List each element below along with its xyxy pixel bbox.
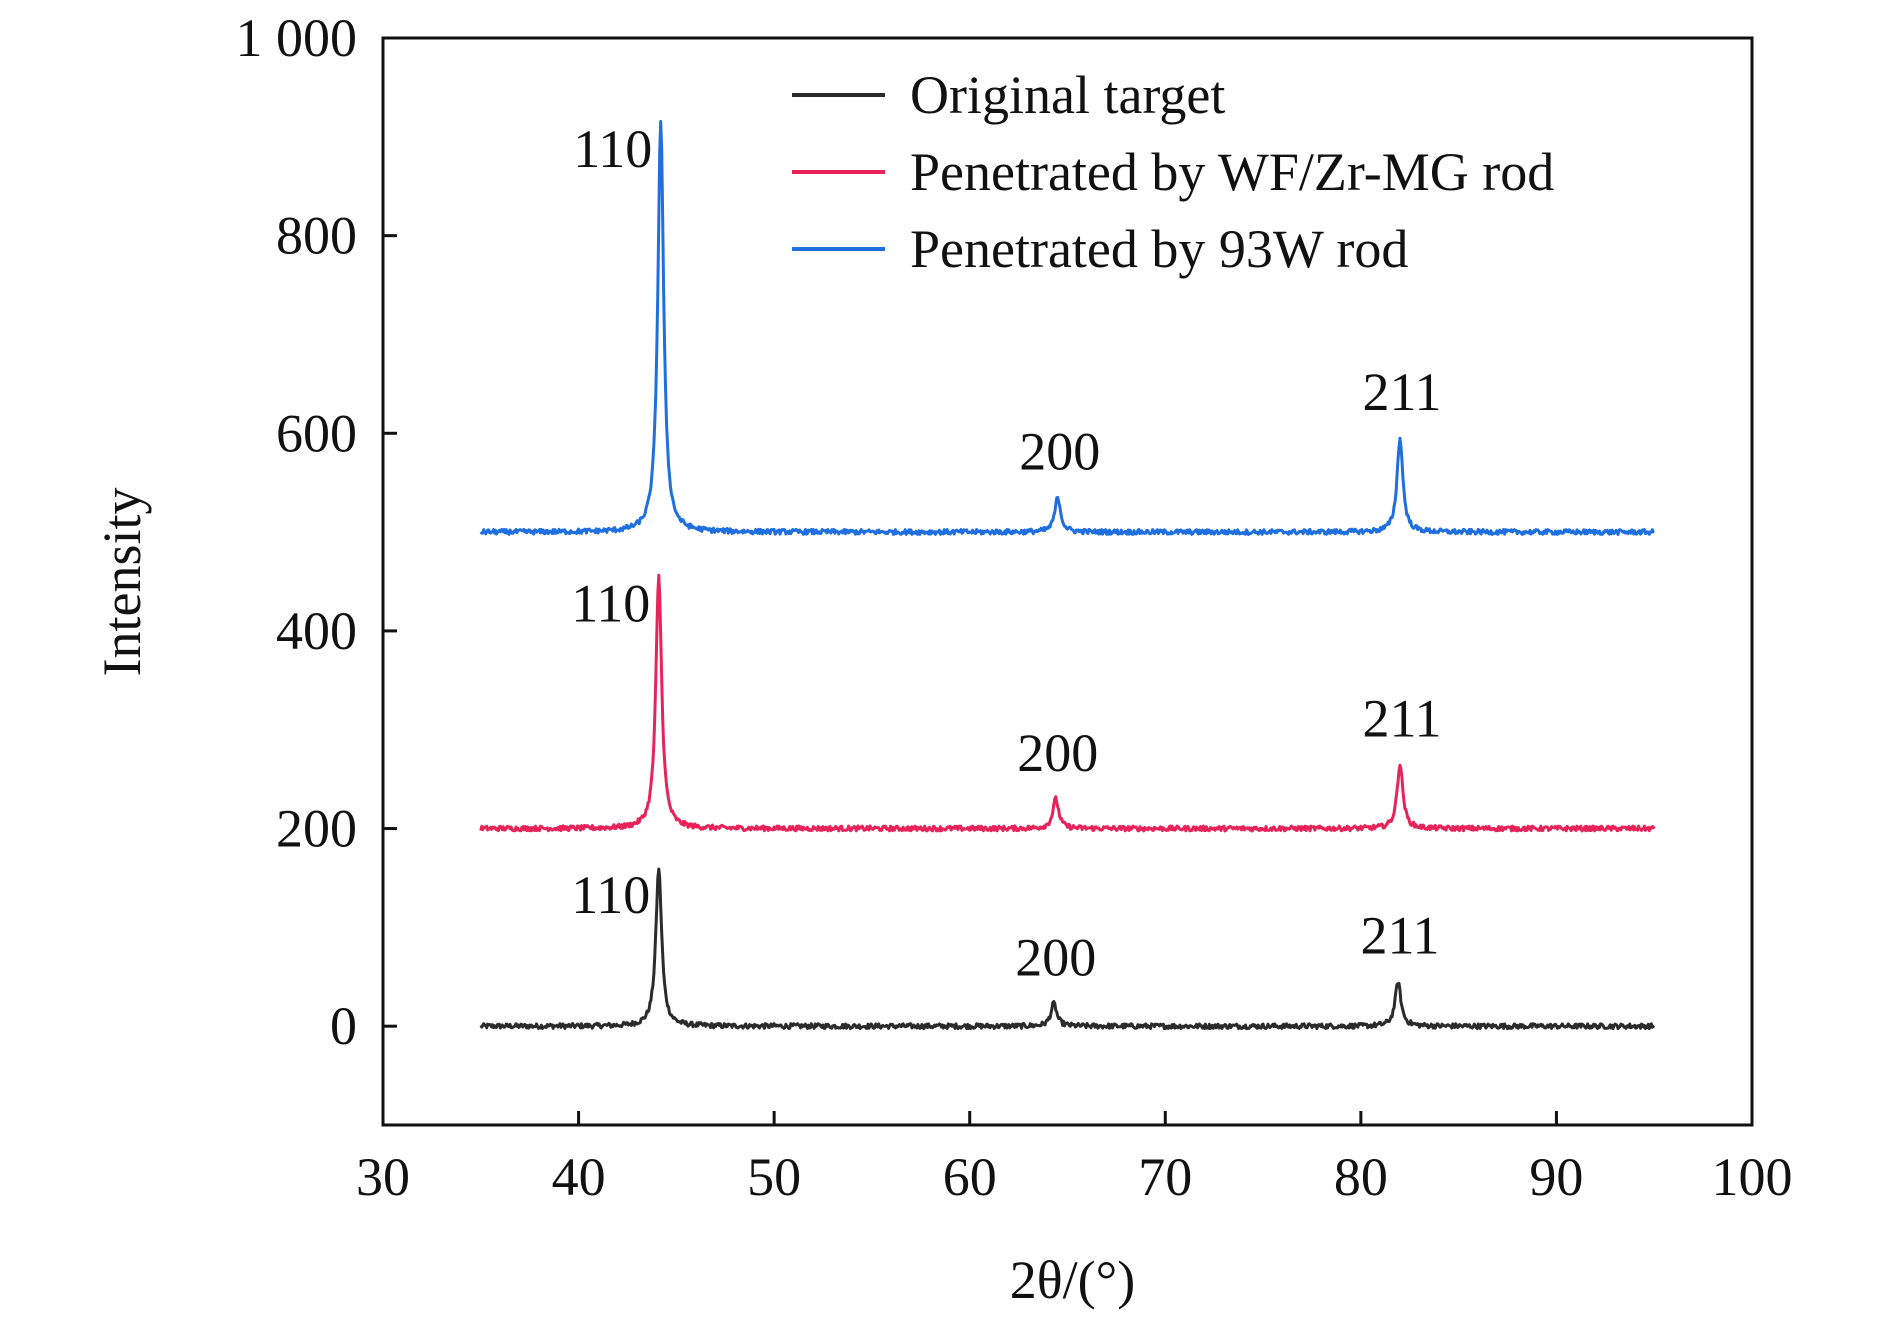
axes-layer bbox=[381, 36, 1754, 1127]
x-tick-label-4: 70 bbox=[1138, 1147, 1192, 1207]
y-tick-label-0: 0 bbox=[330, 996, 357, 1056]
peak-label-0-0: 110 bbox=[571, 865, 650, 925]
peak-label-1-2: 211 bbox=[1362, 688, 1441, 748]
series-line-1 bbox=[479, 573, 1656, 833]
legend-label-1: Penetrated by WF/Zr-MG rod bbox=[910, 142, 1554, 202]
peak-label-2-0: 110 bbox=[573, 119, 652, 179]
y-tick-label-3: 600 bbox=[276, 403, 357, 463]
plot-frame bbox=[381, 36, 1754, 1127]
y-tick-label-1: 200 bbox=[276, 799, 357, 859]
peak-label-1-0: 110 bbox=[571, 574, 650, 634]
series-layer bbox=[479, 120, 1656, 1031]
series-line-2 bbox=[479, 120, 1655, 536]
text-layer: 110 200 211 110 200 211 110 200 211 30 40 50 60 70 80 9… bbox=[92, 8, 1793, 1310]
peak-label-0-1: 200 bbox=[1015, 927, 1096, 987]
x-tick-label-0: 30 bbox=[356, 1147, 410, 1207]
legend-label-0: Original target bbox=[910, 65, 1225, 125]
peak-label-1-1: 200 bbox=[1017, 723, 1098, 783]
y-axis-title: Intensity bbox=[92, 488, 152, 677]
series-line-0 bbox=[479, 867, 1656, 1031]
legend-label-2: Penetrated by 93W rod bbox=[910, 219, 1408, 279]
x-tick-label-6: 90 bbox=[1529, 1147, 1583, 1207]
x-tick-label-3: 60 bbox=[943, 1147, 997, 1207]
y-tick-label-5: 1 000 bbox=[236, 8, 358, 68]
x-axis-title: 2θ/(°) bbox=[1010, 1250, 1135, 1310]
x-tick-label-1: 40 bbox=[552, 1147, 606, 1207]
peak-label-2-1: 200 bbox=[1019, 422, 1100, 482]
x-tick-label-5: 80 bbox=[1334, 1147, 1388, 1207]
legend: Original target Penetrated by WF/Zr-MG ro… bbox=[792, 65, 1554, 279]
x-tick-label-2: 50 bbox=[747, 1147, 801, 1207]
x-tick-label-7: 100 bbox=[1712, 1147, 1793, 1207]
peak-label-2-2: 211 bbox=[1362, 362, 1441, 422]
peak-label-0-2: 211 bbox=[1361, 906, 1440, 966]
y-tick-label-2: 400 bbox=[276, 601, 357, 661]
y-tick-label-4: 800 bbox=[276, 206, 357, 266]
